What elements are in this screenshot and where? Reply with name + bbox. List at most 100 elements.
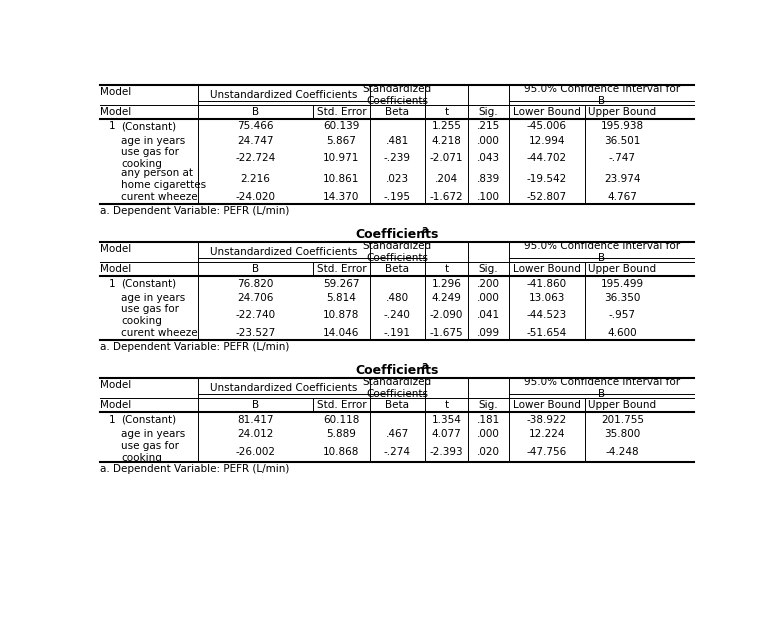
- Text: .023: .023: [386, 174, 408, 184]
- Text: 1.354: 1.354: [432, 415, 461, 425]
- Text: Lower Bound: Lower Bound: [513, 107, 580, 117]
- Text: Model: Model: [101, 380, 132, 390]
- Text: B: B: [252, 401, 259, 410]
- Text: 13.063: 13.063: [529, 293, 565, 303]
- Text: Beta: Beta: [385, 264, 409, 274]
- Text: -22.724: -22.724: [236, 153, 276, 164]
- Text: .000: .000: [477, 136, 500, 146]
- Text: -23.527: -23.527: [236, 328, 276, 338]
- Text: Unstandardized Coefficients: Unstandardized Coefficients: [210, 383, 357, 393]
- Text: -.239: -.239: [384, 153, 411, 164]
- Text: 1: 1: [109, 415, 115, 425]
- Text: -.957: -.957: [609, 311, 636, 321]
- Text: Unstandardized Coefficients: Unstandardized Coefficients: [210, 247, 357, 257]
- Text: -24.020: -24.020: [236, 192, 275, 202]
- Text: Model: Model: [101, 244, 132, 254]
- Text: -2.071: -2.071: [429, 153, 463, 164]
- Text: Std. Error: Std. Error: [316, 107, 366, 117]
- Text: 12.994: 12.994: [529, 136, 565, 146]
- Text: Sig.: Sig.: [479, 264, 498, 274]
- Text: use gas for
cooking: use gas for cooking: [121, 148, 179, 169]
- Text: a. Dependent Variable: PEFR (L/min): a. Dependent Variable: PEFR (L/min): [101, 464, 290, 474]
- Text: Model: Model: [101, 107, 132, 117]
- Text: 23.974: 23.974: [604, 174, 641, 184]
- Text: -47.756: -47.756: [527, 446, 567, 456]
- Text: 10.861: 10.861: [323, 174, 360, 184]
- Text: curent wheeze: curent wheeze: [121, 192, 198, 202]
- Text: 24.706: 24.706: [237, 293, 274, 303]
- Text: .839: .839: [477, 174, 500, 184]
- Text: -26.002: -26.002: [236, 446, 275, 456]
- Text: 12.224: 12.224: [529, 429, 565, 439]
- Text: 95.0% Confidence Interval for
B: 95.0% Confidence Interval for B: [524, 241, 680, 263]
- Text: 24.012: 24.012: [237, 429, 274, 439]
- Text: B: B: [252, 264, 259, 274]
- Text: Beta: Beta: [385, 401, 409, 410]
- Text: 14.046: 14.046: [323, 328, 360, 338]
- Text: Std. Error: Std. Error: [316, 401, 366, 410]
- Text: -2.090: -2.090: [430, 311, 463, 321]
- Text: 1: 1: [109, 122, 115, 131]
- Text: Model: Model: [101, 87, 132, 97]
- Text: 60.118: 60.118: [323, 415, 360, 425]
- Text: 36.350: 36.350: [604, 293, 641, 303]
- Text: 5.867: 5.867: [326, 136, 356, 146]
- Text: -1.675: -1.675: [429, 328, 463, 338]
- Text: .181: .181: [477, 415, 500, 425]
- Text: Upper Bound: Upper Bound: [588, 107, 656, 117]
- Text: .215: .215: [477, 122, 500, 131]
- Text: 4.218: 4.218: [432, 136, 461, 146]
- Text: 10.868: 10.868: [323, 446, 360, 456]
- Text: use gas for
cooking: use gas for cooking: [121, 441, 179, 463]
- Text: 4.767: 4.767: [608, 192, 637, 202]
- Text: Unstandardized Coefficients: Unstandardized Coefficients: [210, 90, 357, 100]
- Text: 10.878: 10.878: [323, 311, 360, 321]
- Text: use gas for
cooking: use gas for cooking: [121, 304, 179, 327]
- Text: -2.393: -2.393: [429, 446, 463, 456]
- Text: Model: Model: [101, 401, 132, 410]
- Text: (Constant): (Constant): [121, 415, 176, 425]
- Text: Standardized
Coefficients: Standardized Coefficients: [363, 84, 432, 106]
- Text: -38.922: -38.922: [527, 415, 567, 425]
- Text: -45.006: -45.006: [527, 122, 567, 131]
- Text: Upper Bound: Upper Bound: [588, 264, 656, 274]
- Text: 95.0% Confidence Interval for
B: 95.0% Confidence Interval for B: [524, 377, 680, 399]
- Text: Lower Bound: Lower Bound: [513, 401, 580, 410]
- Text: 35.800: 35.800: [604, 429, 641, 439]
- Text: a. Dependent Variable: PEFR (L/min): a. Dependent Variable: PEFR (L/min): [101, 342, 290, 353]
- Text: 10.971: 10.971: [323, 153, 360, 164]
- Text: .200: .200: [477, 278, 500, 288]
- Text: .467: .467: [386, 429, 409, 439]
- Text: 2.216: 2.216: [240, 174, 270, 184]
- Text: t: t: [444, 264, 449, 274]
- Text: -52.807: -52.807: [527, 192, 567, 202]
- Text: .481: .481: [386, 136, 409, 146]
- Text: 81.417: 81.417: [237, 415, 274, 425]
- Text: .480: .480: [386, 293, 408, 303]
- Text: (Constant): (Constant): [121, 122, 176, 131]
- Text: .043: .043: [477, 153, 500, 164]
- Text: .204: .204: [435, 174, 458, 184]
- Text: Upper Bound: Upper Bound: [588, 401, 656, 410]
- Text: -.191: -.191: [384, 328, 411, 338]
- Text: 14.370: 14.370: [323, 192, 360, 202]
- Text: B: B: [252, 107, 259, 117]
- Text: Standardized
Coefficients: Standardized Coefficients: [363, 377, 432, 399]
- Text: Model: Model: [101, 264, 132, 274]
- Text: .020: .020: [477, 446, 500, 456]
- Text: curent wheeze: curent wheeze: [121, 328, 198, 338]
- Text: 59.267: 59.267: [323, 278, 360, 288]
- Text: -4.248: -4.248: [605, 446, 639, 456]
- Text: 60.139: 60.139: [323, 122, 360, 131]
- Text: -.195: -.195: [384, 192, 411, 202]
- Text: Sig.: Sig.: [479, 401, 498, 410]
- Text: t: t: [444, 107, 449, 117]
- Text: Lower Bound: Lower Bound: [513, 264, 580, 274]
- Text: 1.255: 1.255: [432, 122, 461, 131]
- Text: age in years: age in years: [121, 429, 185, 439]
- Text: 195.938: 195.938: [601, 122, 644, 131]
- Text: .041: .041: [477, 311, 500, 321]
- Text: Standardized
Coefficients: Standardized Coefficients: [363, 241, 432, 263]
- Text: 1: 1: [109, 278, 115, 288]
- Text: 1.296: 1.296: [432, 278, 461, 288]
